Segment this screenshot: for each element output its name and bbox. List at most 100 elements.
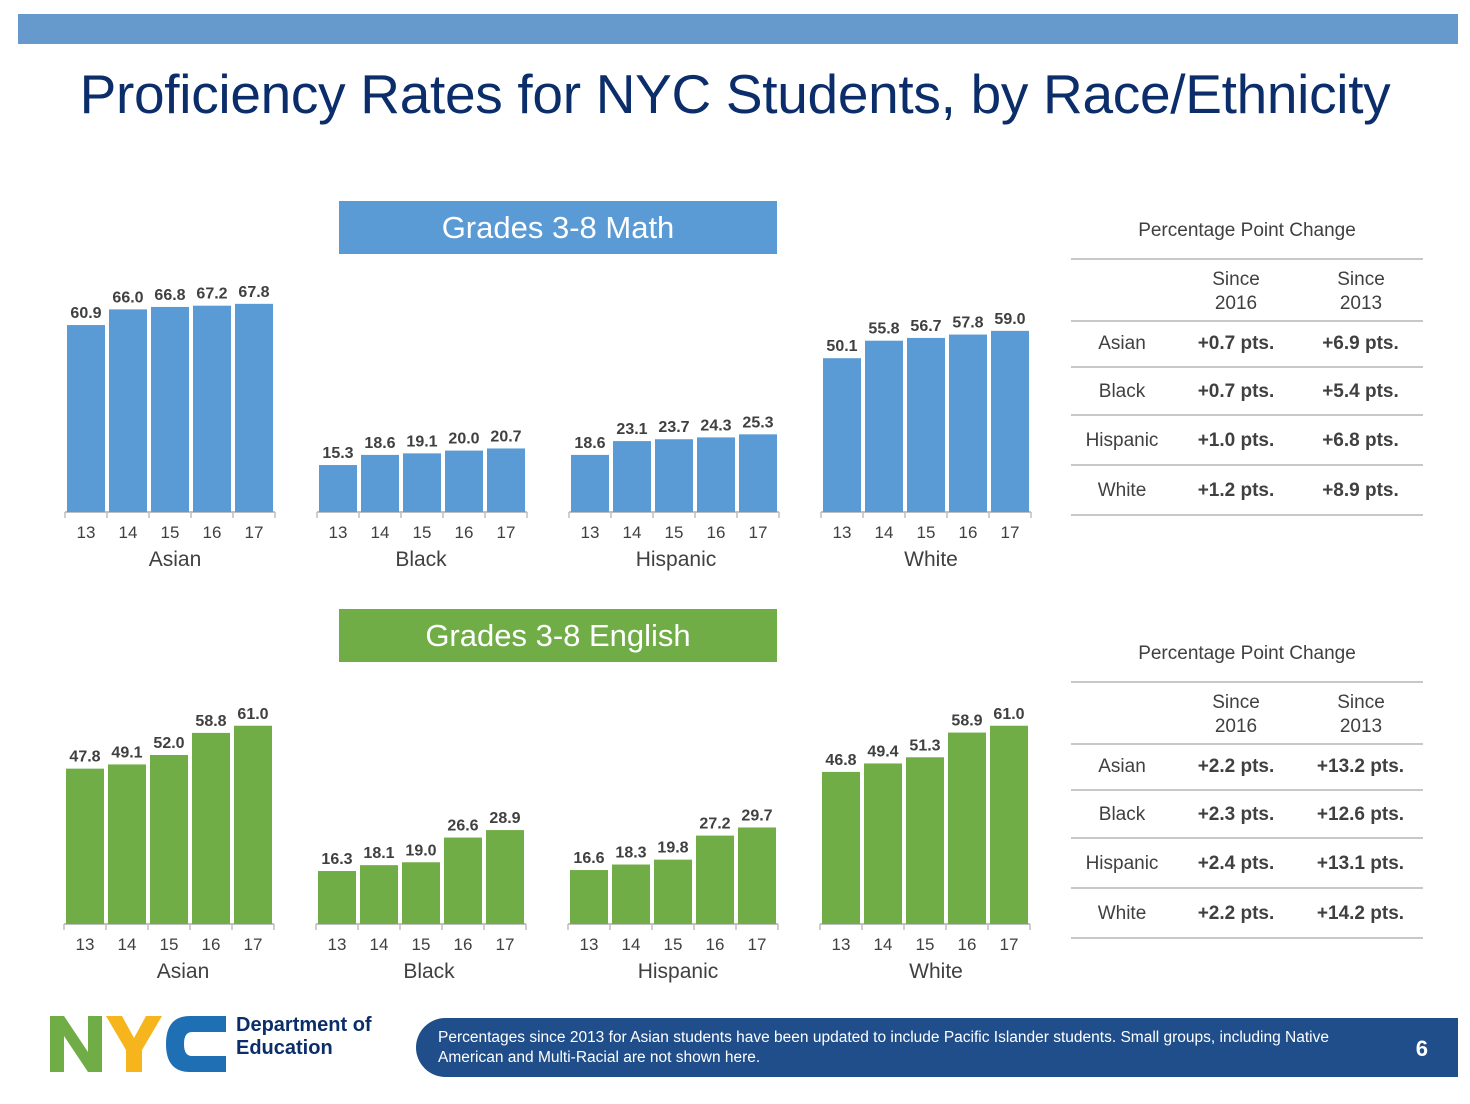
table-divider: [1071, 937, 1423, 939]
bar-asian-16: [192, 732, 230, 924]
bar-white-17: [990, 725, 1028, 924]
x-tick-label: 15: [160, 935, 179, 954]
x-tick-label: 16: [707, 523, 726, 542]
x-tick-label: 13: [329, 523, 348, 542]
bar-hispanic-16: [696, 835, 734, 924]
col-header-line2: 2013: [1339, 716, 1383, 737]
bar-white-16: [948, 732, 986, 924]
x-tick-label: 13: [832, 935, 851, 954]
bar-hispanic-14: [612, 864, 650, 924]
x-tick-label: 14: [118, 935, 137, 954]
data-label: 19.8: [657, 840, 688, 857]
bar-asian-17: [234, 725, 272, 924]
x-tick-label: 14: [622, 935, 641, 954]
x-tick-label: 13: [77, 523, 96, 542]
table-divider: [1071, 366, 1423, 368]
since-2016-value: +0.7 pts.: [1197, 333, 1275, 354]
table-divider: [1071, 837, 1423, 839]
bar-black-14: [361, 454, 399, 512]
page-title: Proficiency Rates for NYC Students, by R…: [79, 63, 1391, 125]
data-label: 18.6: [364, 435, 395, 452]
x-tick-label: 15: [916, 935, 935, 954]
data-label: 26.6: [447, 818, 478, 835]
x-tick-label: 17: [496, 935, 515, 954]
x-tick-label: 17: [245, 523, 264, 542]
bar-hispanic-16: [697, 437, 735, 512]
x-tick-label: 14: [370, 935, 389, 954]
english-bar-chart: 47.8 13 49.1 14 52.0 15 58.8 16 61.0 17 Asian 16.3 1…: [63, 706, 1031, 983]
x-tick-label: 13: [581, 523, 600, 542]
data-label: 58.8: [195, 713, 226, 730]
dept-line-1: Department of: [236, 1014, 372, 1036]
data-label: 51.3: [909, 737, 940, 754]
x-tick-label: 15: [664, 935, 683, 954]
department-name: Department of Education: [236, 1014, 372, 1060]
x-tick-label: 16: [958, 935, 977, 954]
x-tick-label: 14: [874, 935, 893, 954]
data-label: 16.6: [573, 850, 604, 867]
x-tick-label: 17: [1000, 935, 1019, 954]
bar-hispanic-15: [655, 439, 693, 512]
col-header-line2: 2013: [1339, 293, 1383, 314]
table-row-white: White +2.2 pts. +14.2 pts.: [1071, 889, 1423, 939]
bar-asian-15: [150, 755, 188, 924]
x-tick-label: 16: [706, 935, 725, 954]
data-label: 23.1: [616, 421, 647, 438]
bar-asian-17: [235, 303, 273, 512]
data-label: 18.1: [363, 845, 394, 862]
since-2016-value: +2.2 pts.: [1197, 903, 1275, 924]
bar-black-13: [319, 465, 357, 512]
table-divider: [1071, 320, 1423, 322]
data-label: 66.0: [112, 289, 143, 306]
table-divider: [1071, 789, 1423, 791]
since-2013-value: +8.9 pts.: [1322, 480, 1399, 501]
row-label: Black: [1098, 804, 1146, 825]
english-col-since-2013: Since 2013: [1306, 691, 1416, 739]
bar-white-13: [823, 358, 861, 512]
english-chart-header: Grades 3-8 English: [339, 609, 777, 662]
data-label: 27.2: [699, 816, 730, 833]
bar-asian-14: [109, 309, 147, 512]
row-label: White: [1097, 480, 1147, 501]
table-divider: [1071, 743, 1423, 745]
x-tick-label: 14: [623, 523, 642, 542]
math-table-title: Percentage Point Change: [1138, 220, 1356, 241]
english-table-title: Percentage Point Change: [1138, 643, 1356, 664]
since-2013-value: +13.1 pts.: [1316, 853, 1405, 874]
data-label: 61.0: [237, 706, 268, 723]
x-tick-label: 13: [580, 935, 599, 954]
data-label: 56.7: [910, 318, 941, 335]
bar-asian-13: [66, 768, 104, 924]
row-label: Asian: [1098, 333, 1146, 354]
row-label: Hispanic: [1085, 430, 1159, 451]
x-tick-label: 13: [833, 523, 852, 542]
group-label-hispanic: Hispanic: [638, 960, 719, 983]
since-2016-value: +0.7 pts.: [1197, 381, 1275, 402]
col-header-line1: Since: [1212, 692, 1260, 713]
since-2013-value: +12.6 pts.: [1316, 804, 1405, 825]
bar-hispanic-13: [570, 870, 608, 924]
data-label: 18.6: [574, 435, 605, 452]
bar-hispanic-17: [738, 827, 776, 924]
data-label: 47.8: [69, 749, 100, 766]
table-row-asian: Asian +2.2 pts. +13.2 pts.: [1071, 743, 1423, 791]
x-tick-label: 16: [454, 935, 473, 954]
page-number: 6: [1415, 1036, 1428, 1061]
dept-line-2: Education: [236, 1037, 333, 1059]
since-2013-value: +14.2 pts.: [1316, 903, 1405, 924]
table-divider: [1071, 414, 1423, 416]
x-tick-label: 16: [202, 935, 221, 954]
x-tick-label: 13: [76, 935, 95, 954]
table-row-asian: Asian +0.7 pts. +6.9 pts.: [1071, 320, 1423, 368]
table-divider: [1071, 464, 1423, 466]
data-label: 55.8: [868, 321, 899, 338]
bar-white-15: [906, 757, 944, 924]
since-2016-value: +2.2 pts.: [1197, 756, 1275, 777]
x-tick-label: 14: [371, 523, 390, 542]
table-row-black: Black +0.7 pts. +5.4 pts.: [1071, 368, 1423, 416]
bar-black-14: [360, 865, 398, 924]
table-row-white: White +1.2 pts. +8.9 pts.: [1071, 466, 1423, 516]
data-label: 50.1: [826, 338, 857, 355]
bar-hispanic-14: [613, 441, 651, 512]
math-chart-header: Grades 3-8 Math: [339, 201, 777, 254]
